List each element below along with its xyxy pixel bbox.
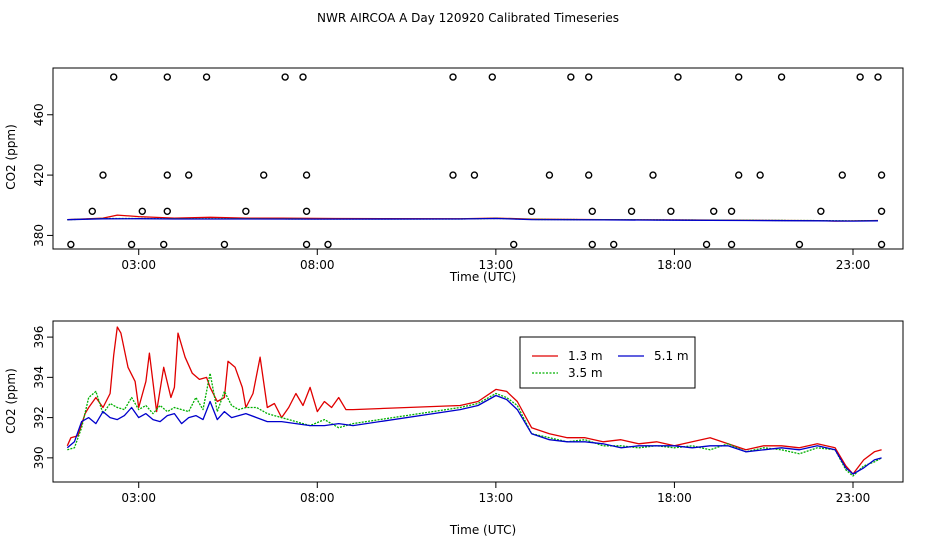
x-tick-label: 03:00 [121, 258, 156, 272]
top-series-lines [67, 214, 879, 222]
outlier-point [260, 171, 268, 179]
top-y-axis-label: CO2 (ppm) [4, 124, 18, 190]
y-tick-label: 460 [32, 103, 46, 126]
top-x-ticks: 03:00 08:00 13:00 18:00 23:00 [121, 249, 870, 272]
legend-box [519, 336, 696, 389]
outlier-point [545, 171, 554, 179]
outlier-point [877, 240, 886, 249]
outlier-point [510, 240, 518, 249]
outlier-point [795, 240, 804, 249]
outlier-point [877, 171, 886, 179]
outlier-point [838, 171, 846, 179]
outlier-point [302, 207, 311, 215]
x-tick-label: 23:00 [836, 491, 871, 505]
top-outlier-points [67, 73, 886, 249]
x-tick-label: 18:00 [657, 258, 692, 272]
outlier-point [610, 240, 618, 249]
outlier-point [99, 171, 107, 179]
outlier-point [877, 207, 886, 215]
top-panel: 03:00 08:00 13:00 18:00 23:00 380 420 460 Time… [4, 67, 904, 284]
outlier-point [163, 73, 171, 81]
outlier-point [160, 240, 168, 249]
outlier-point [727, 207, 736, 215]
x-tick-label: 08:00 [300, 258, 335, 272]
x-tick-label: 13:00 [479, 258, 514, 272]
top-plot-frame [52, 67, 904, 250]
x-tick-label: 08:00 [300, 491, 335, 505]
y-tick-label: 380 [32, 224, 46, 247]
outlier-point [88, 207, 96, 215]
x-tick-label: 03:00 [121, 491, 156, 505]
legend-label-5-1m: 5.1 m [654, 349, 689, 363]
legend-label-1-3m: 1.3 m [568, 349, 603, 363]
outlier-point [242, 207, 250, 215]
figure-title: NWR AIRCOA A Day 120920 Calibrated Times… [317, 11, 619, 25]
outlier-point [127, 240, 136, 249]
outlier-point [756, 171, 764, 179]
bottom-series-lines [66, 326, 882, 477]
outlier-point [674, 73, 682, 81]
series-line-1-3-m [66, 326, 882, 475]
outlier-point [649, 171, 657, 179]
outlier-point [110, 73, 118, 81]
outlier-point [727, 240, 736, 249]
y-tick-label: 392 [32, 406, 46, 429]
y-tick-label: 390 [32, 446, 46, 469]
bottom-y-axis-label: CO2 (ppm) [4, 368, 18, 434]
outlier-point [585, 171, 593, 179]
outlier-point [585, 73, 593, 81]
outlier-point [735, 171, 743, 179]
outlier-point [302, 240, 311, 249]
bottom-panel: 03:00 08:00 13:00 18:00 23:00 390 392 394 396 T… [4, 320, 904, 537]
outlier-point [299, 73, 307, 81]
series-line-5-1-m [67, 217, 879, 222]
x-tick-label: 23:00 [836, 258, 871, 272]
x-tick-label: 13:00 [479, 491, 514, 505]
x-tick-label: 18:00 [657, 491, 692, 505]
top-y-ticks: 380 420 460 [32, 103, 53, 247]
legend: 1.3 m 5.1 m 3.5 m [519, 336, 696, 389]
outlier-point [302, 171, 311, 179]
bottom-y-ticks: 390 392 394 396 [32, 326, 53, 469]
outlier-point [185, 171, 193, 179]
top-x-axis-label: Time (UTC) [449, 270, 516, 284]
outlier-point [735, 73, 743, 81]
outlier-point [874, 73, 882, 81]
outlier-point [281, 73, 289, 81]
outlier-point [202, 73, 211, 81]
outlier-point [324, 240, 332, 249]
outlier-point [527, 207, 536, 215]
y-tick-label: 396 [32, 326, 46, 349]
series-line-3-5-m [67, 372, 882, 477]
outlier-point [817, 207, 825, 215]
y-tick-label: 394 [32, 366, 46, 389]
outlier-point [163, 171, 171, 179]
outlier-point [220, 240, 229, 249]
outlier-point [67, 240, 75, 249]
outlier-point [667, 207, 675, 215]
outlier-point [163, 207, 171, 215]
outlier-point [449, 73, 457, 81]
outlier-point [470, 171, 479, 179]
y-tick-label: 420 [32, 164, 46, 187]
outlier-point [588, 240, 596, 249]
legend-label-3-5m: 3.5 m [568, 366, 603, 380]
outlier-point [710, 207, 718, 215]
outlier-point [138, 207, 146, 215]
outlier-point [856, 73, 864, 81]
bottom-plot-frame [52, 320, 904, 483]
bottom-x-axis-label: Time (UTC) [449, 523, 516, 537]
outlier-point [567, 73, 575, 81]
bottom-x-ticks: 03:00 08:00 13:00 18:00 23:00 [121, 482, 870, 505]
outlier-point [702, 240, 711, 249]
outlier-point [588, 207, 596, 215]
outlier-point [449, 171, 457, 179]
series-line-5-1-m [66, 394, 882, 475]
outlier-point [627, 207, 636, 215]
outlier-point [777, 73, 786, 81]
outlier-point [488, 73, 496, 81]
